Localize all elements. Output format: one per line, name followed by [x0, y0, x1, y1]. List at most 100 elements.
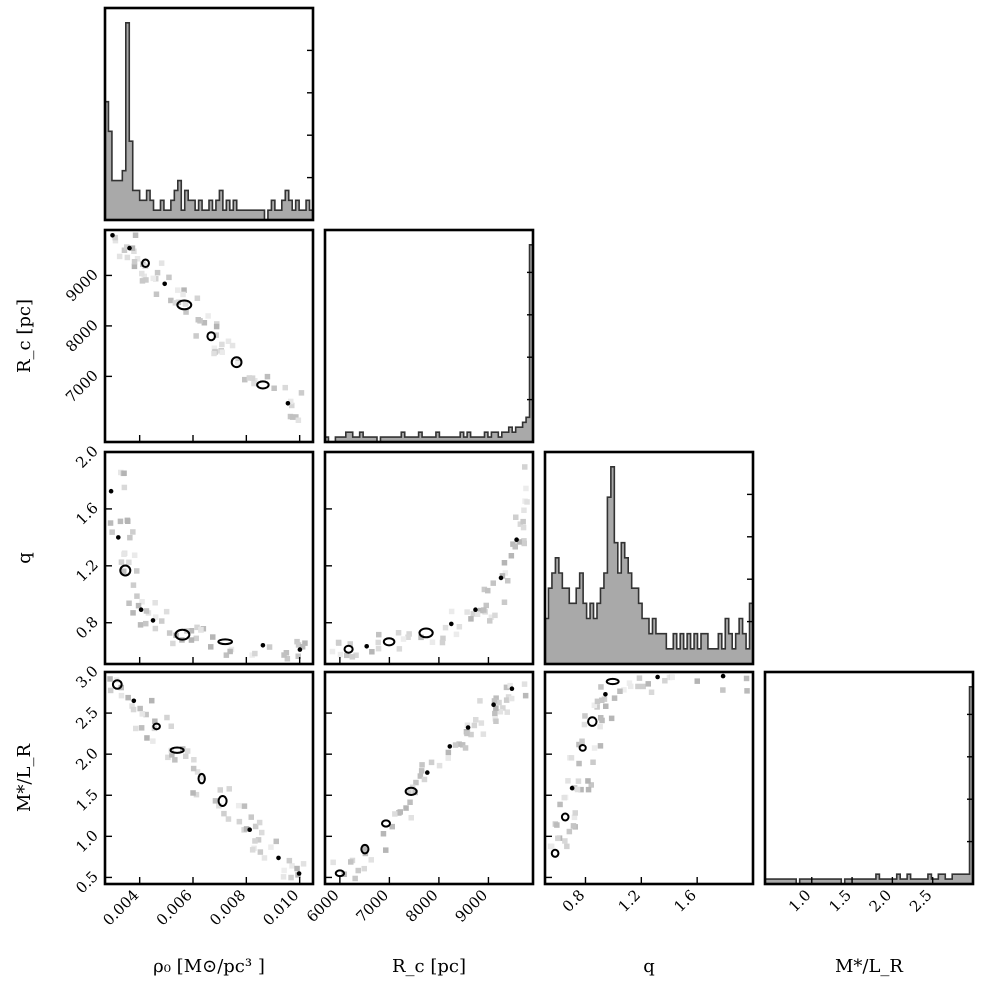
contour-level	[119, 564, 132, 577]
density-cell	[588, 782, 594, 788]
contour-level	[578, 744, 587, 752]
density-cell	[125, 694, 131, 701]
density-cell	[121, 551, 127, 557]
density-cell	[669, 674, 675, 681]
density-cell	[571, 785, 578, 791]
contour-peak	[498, 575, 504, 581]
density-cell	[289, 402, 295, 409]
density-cell	[483, 602, 489, 609]
contour-peak	[162, 281, 167, 287]
density-cell	[298, 390, 305, 396]
density-cell	[282, 384, 288, 391]
density-cell	[201, 320, 208, 326]
x-axis-label-q: q	[643, 956, 655, 977]
contour-peak	[127, 245, 132, 251]
density-cell	[571, 814, 578, 821]
scatter-panel-rho0-q	[103, 450, 315, 666]
density-cell	[407, 799, 413, 805]
density-cell	[502, 570, 509, 576]
density-cell	[417, 773, 424, 779]
density-cell	[473, 717, 479, 723]
density-cell	[193, 791, 200, 798]
density-cell	[121, 247, 128, 253]
density-cell	[464, 730, 470, 737]
density-cell	[375, 645, 382, 652]
density-cell	[576, 760, 582, 767]
density-cell	[139, 599, 145, 605]
density-cell	[295, 417, 302, 423]
density-cell	[562, 838, 568, 844]
density-cell	[152, 718, 158, 724]
density-cell	[133, 725, 139, 732]
y-tick-label-q: 1.6	[72, 499, 102, 529]
density-cell	[131, 259, 138, 265]
density-cell	[153, 291, 160, 297]
hist-panel-ML	[763, 670, 975, 886]
x-tick-label-q: 1.2	[615, 886, 645, 916]
hist-outline-rho0	[104, 22, 314, 221]
contour-level	[560, 812, 570, 822]
density-cell	[212, 798, 219, 804]
density-cell	[144, 735, 150, 741]
contour-level	[382, 637, 396, 647]
contour-level	[152, 722, 161, 731]
density-cell	[504, 709, 510, 715]
contour-level	[418, 627, 434, 639]
density-cell	[429, 639, 436, 645]
density-cell	[353, 652, 359, 658]
density-cell	[183, 753, 189, 759]
density-cell	[251, 380, 257, 387]
density-cell	[508, 553, 515, 559]
density-cell	[130, 706, 137, 713]
density-cell	[621, 687, 627, 693]
density-cell	[508, 695, 515, 702]
contour-peak	[296, 871, 302, 876]
x-tick-label-Rc: 9000	[452, 886, 492, 926]
density-cell	[149, 697, 155, 704]
density-cell	[195, 317, 201, 323]
density-cell	[520, 518, 526, 525]
density-cell	[235, 802, 242, 809]
density-cell	[158, 260, 165, 266]
density-cell	[188, 637, 195, 643]
x-tick-label-q: 0.8	[559, 886, 589, 916]
density-cell	[131, 263, 138, 270]
scatter-panel-rho0-Rc	[103, 228, 315, 444]
density-cell	[474, 611, 481, 617]
density-cell	[229, 342, 236, 349]
density-cell	[611, 695, 618, 701]
density-cell	[648, 689, 655, 695]
density-cell	[188, 628, 195, 634]
density-cell	[439, 639, 446, 646]
y-tick-label-ML: 1.5	[72, 785, 102, 815]
density-cell	[481, 607, 487, 613]
density-cell	[492, 612, 498, 619]
density-cell	[456, 741, 462, 747]
contour-peak	[509, 686, 515, 691]
density-cell	[211, 350, 217, 357]
density-cell	[130, 610, 136, 616]
density-cell	[137, 705, 143, 712]
density-cell	[496, 699, 502, 706]
density-cell	[521, 681, 528, 687]
density-cell	[522, 464, 528, 470]
scatter-panel-Rc-ML	[323, 670, 535, 886]
density-cell	[193, 333, 199, 339]
density-cell	[428, 759, 435, 766]
density-cell	[628, 683, 634, 690]
density-cell	[505, 578, 511, 584]
contour-peak	[655, 674, 660, 680]
density-cell	[169, 752, 175, 758]
density-cell	[480, 731, 487, 737]
contour-level	[550, 848, 560, 858]
density-cell	[419, 762, 425, 768]
hist-outline-ML	[764, 686, 974, 885]
density-cell	[143, 620, 149, 627]
x-tick-label-rho0: 0.006	[153, 886, 196, 929]
contour-peak	[276, 855, 281, 861]
density-cell	[512, 544, 518, 550]
density-cell	[408, 815, 414, 821]
density-cell	[406, 631, 412, 637]
density-cell	[520, 524, 527, 531]
density-cell	[294, 638, 300, 645]
